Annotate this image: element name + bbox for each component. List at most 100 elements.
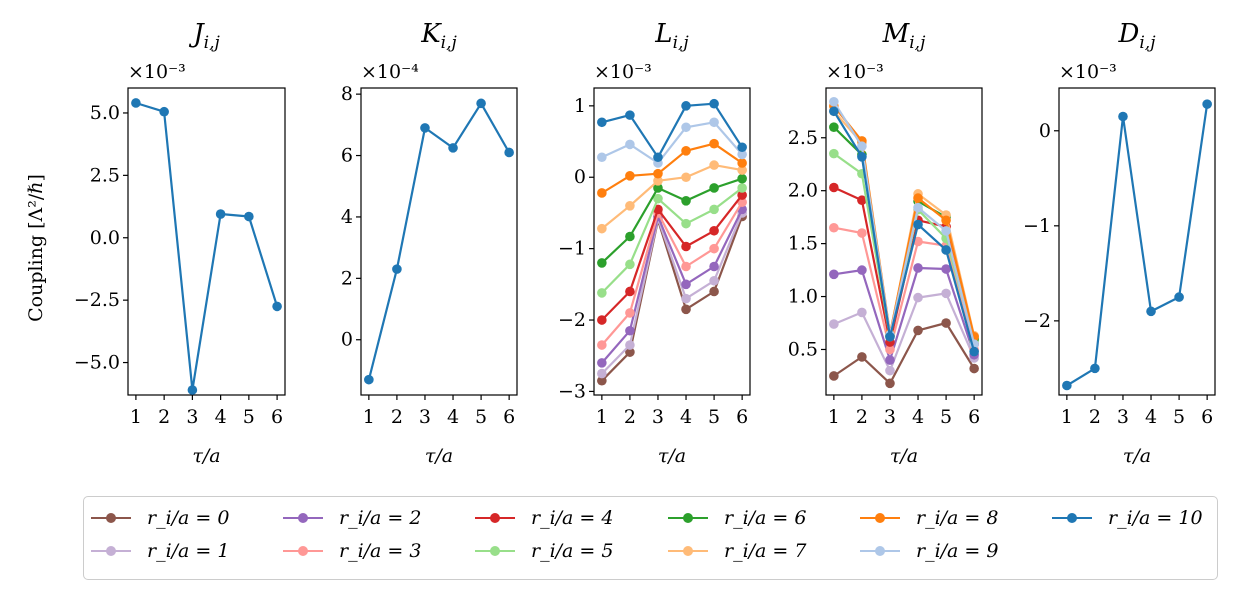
data-point bbox=[625, 308, 635, 318]
series-path bbox=[601, 142, 743, 194]
x-tick-label: 2 bbox=[391, 406, 403, 428]
data-point bbox=[709, 204, 719, 215]
x-tick-label: 3 bbox=[186, 406, 198, 428]
series-line bbox=[829, 318, 979, 389]
x-tick-label: 5 bbox=[1173, 406, 1185, 428]
series-line bbox=[597, 98, 747, 163]
x-tick-label: 2 bbox=[1089, 406, 1101, 428]
data-point bbox=[504, 147, 514, 158]
series-line bbox=[829, 106, 979, 357]
data-point bbox=[625, 201, 635, 211]
data-point bbox=[625, 171, 635, 181]
data-point bbox=[625, 286, 635, 297]
axes-frame bbox=[593, 87, 751, 396]
data-point bbox=[653, 152, 663, 163]
legend-item: r_i/a = 4 bbox=[475, 507, 613, 529]
data-point bbox=[681, 122, 691, 133]
data-point bbox=[681, 304, 691, 315]
data-point bbox=[1118, 111, 1128, 122]
legend-item: r_i/a = 6 bbox=[668, 507, 806, 529]
data-point bbox=[272, 301, 282, 312]
data-point bbox=[885, 355, 895, 365]
data-point bbox=[625, 325, 635, 336]
legend-swatch bbox=[91, 507, 131, 529]
data-point bbox=[597, 288, 607, 298]
data-point bbox=[913, 236, 923, 247]
data-point bbox=[709, 225, 719, 236]
legend-label: r_i/a = 0 bbox=[147, 507, 230, 529]
series-path bbox=[601, 208, 744, 364]
panel-j: Ji,j×10⁻³ 5.0 2.5 0.0 −2.5 −5.0 1 2 3 4 5 6 τ/a bbox=[74, 19, 286, 467]
data-point bbox=[1062, 380, 1072, 391]
x-tick-label: 3 bbox=[652, 406, 664, 428]
data-point bbox=[941, 245, 951, 255]
x-tick-label: 3 bbox=[1117, 406, 1129, 428]
series-line bbox=[1062, 99, 1212, 391]
x-tick-label: 3 bbox=[419, 406, 431, 428]
data-point bbox=[737, 165, 747, 175]
data-point bbox=[857, 152, 867, 162]
data-point bbox=[829, 122, 839, 132]
data-point bbox=[1174, 292, 1184, 302]
data-point bbox=[131, 98, 141, 108]
data-point bbox=[885, 365, 895, 376]
x-tick-label: 5 bbox=[940, 406, 952, 428]
data-point bbox=[737, 142, 747, 153]
data-point bbox=[941, 264, 951, 274]
legend-item: r_i/a = 10 bbox=[1052, 507, 1203, 529]
data-point bbox=[681, 146, 691, 156]
data-point bbox=[829, 96, 839, 107]
data-point bbox=[857, 141, 867, 152]
legend-item: r_i/a = 0 bbox=[91, 507, 229, 529]
data-point bbox=[913, 193, 923, 203]
y-tick-label: −2 bbox=[1023, 310, 1051, 332]
data-point bbox=[709, 160, 719, 170]
series-path bbox=[1066, 104, 1209, 387]
legend-item: r_i/a = 8 bbox=[860, 507, 998, 529]
panel-title: Ji,j bbox=[188, 19, 220, 53]
x-tick-label: 2 bbox=[624, 406, 636, 428]
data-point bbox=[625, 347, 635, 357]
data-point bbox=[653, 168, 663, 179]
data-point bbox=[829, 182, 839, 193]
axes-frame bbox=[1058, 87, 1216, 396]
data-point bbox=[709, 138, 719, 149]
data-point bbox=[420, 123, 430, 133]
legend-label: r_i/a = 1 bbox=[147, 540, 230, 562]
data-point bbox=[709, 117, 719, 128]
data-point bbox=[597, 258, 607, 268]
y-tick-label: 0.5 bbox=[788, 338, 818, 360]
data-point bbox=[913, 263, 923, 273]
data-point bbox=[187, 385, 198, 395]
x-axis-label: τ/a bbox=[658, 445, 686, 467]
series-path bbox=[601, 102, 744, 159]
data-point bbox=[597, 368, 607, 379]
x-tick-label: 4 bbox=[215, 406, 227, 428]
data-point bbox=[709, 243, 719, 254]
data-point bbox=[1146, 306, 1156, 317]
series-path bbox=[833, 292, 976, 372]
series-path bbox=[601, 194, 743, 321]
data-point bbox=[597, 188, 607, 198]
y-tick-label: 5.0 bbox=[90, 102, 120, 124]
legend-item: r_i/a = 7 bbox=[668, 540, 806, 562]
legend: r_i/a = 0 r_i/a = 1 r_i/a = 2 r_i/a = 3 r_i/… bbox=[83, 496, 1218, 580]
data-point bbox=[597, 223, 607, 234]
y-tick-label: 2.5 bbox=[90, 164, 120, 186]
series-line bbox=[597, 117, 747, 168]
data-point bbox=[625, 259, 635, 270]
data-point bbox=[681, 241, 691, 252]
series-path bbox=[135, 101, 279, 392]
y-tick-label: 4 bbox=[341, 206, 353, 228]
series-line bbox=[131, 98, 282, 395]
data-point bbox=[709, 261, 719, 272]
y-axis-label: Coupling [Λ²/ℏ] bbox=[25, 174, 47, 322]
data-point bbox=[737, 190, 747, 200]
legend-swatch bbox=[668, 540, 708, 562]
data-point bbox=[597, 358, 607, 368]
data-point bbox=[597, 375, 607, 386]
panel-l: Li,j×10⁻³10−1−2−31 2 3 4 5 6τ/a bbox=[558, 19, 751, 467]
x-tick-label: 2 bbox=[158, 406, 170, 428]
